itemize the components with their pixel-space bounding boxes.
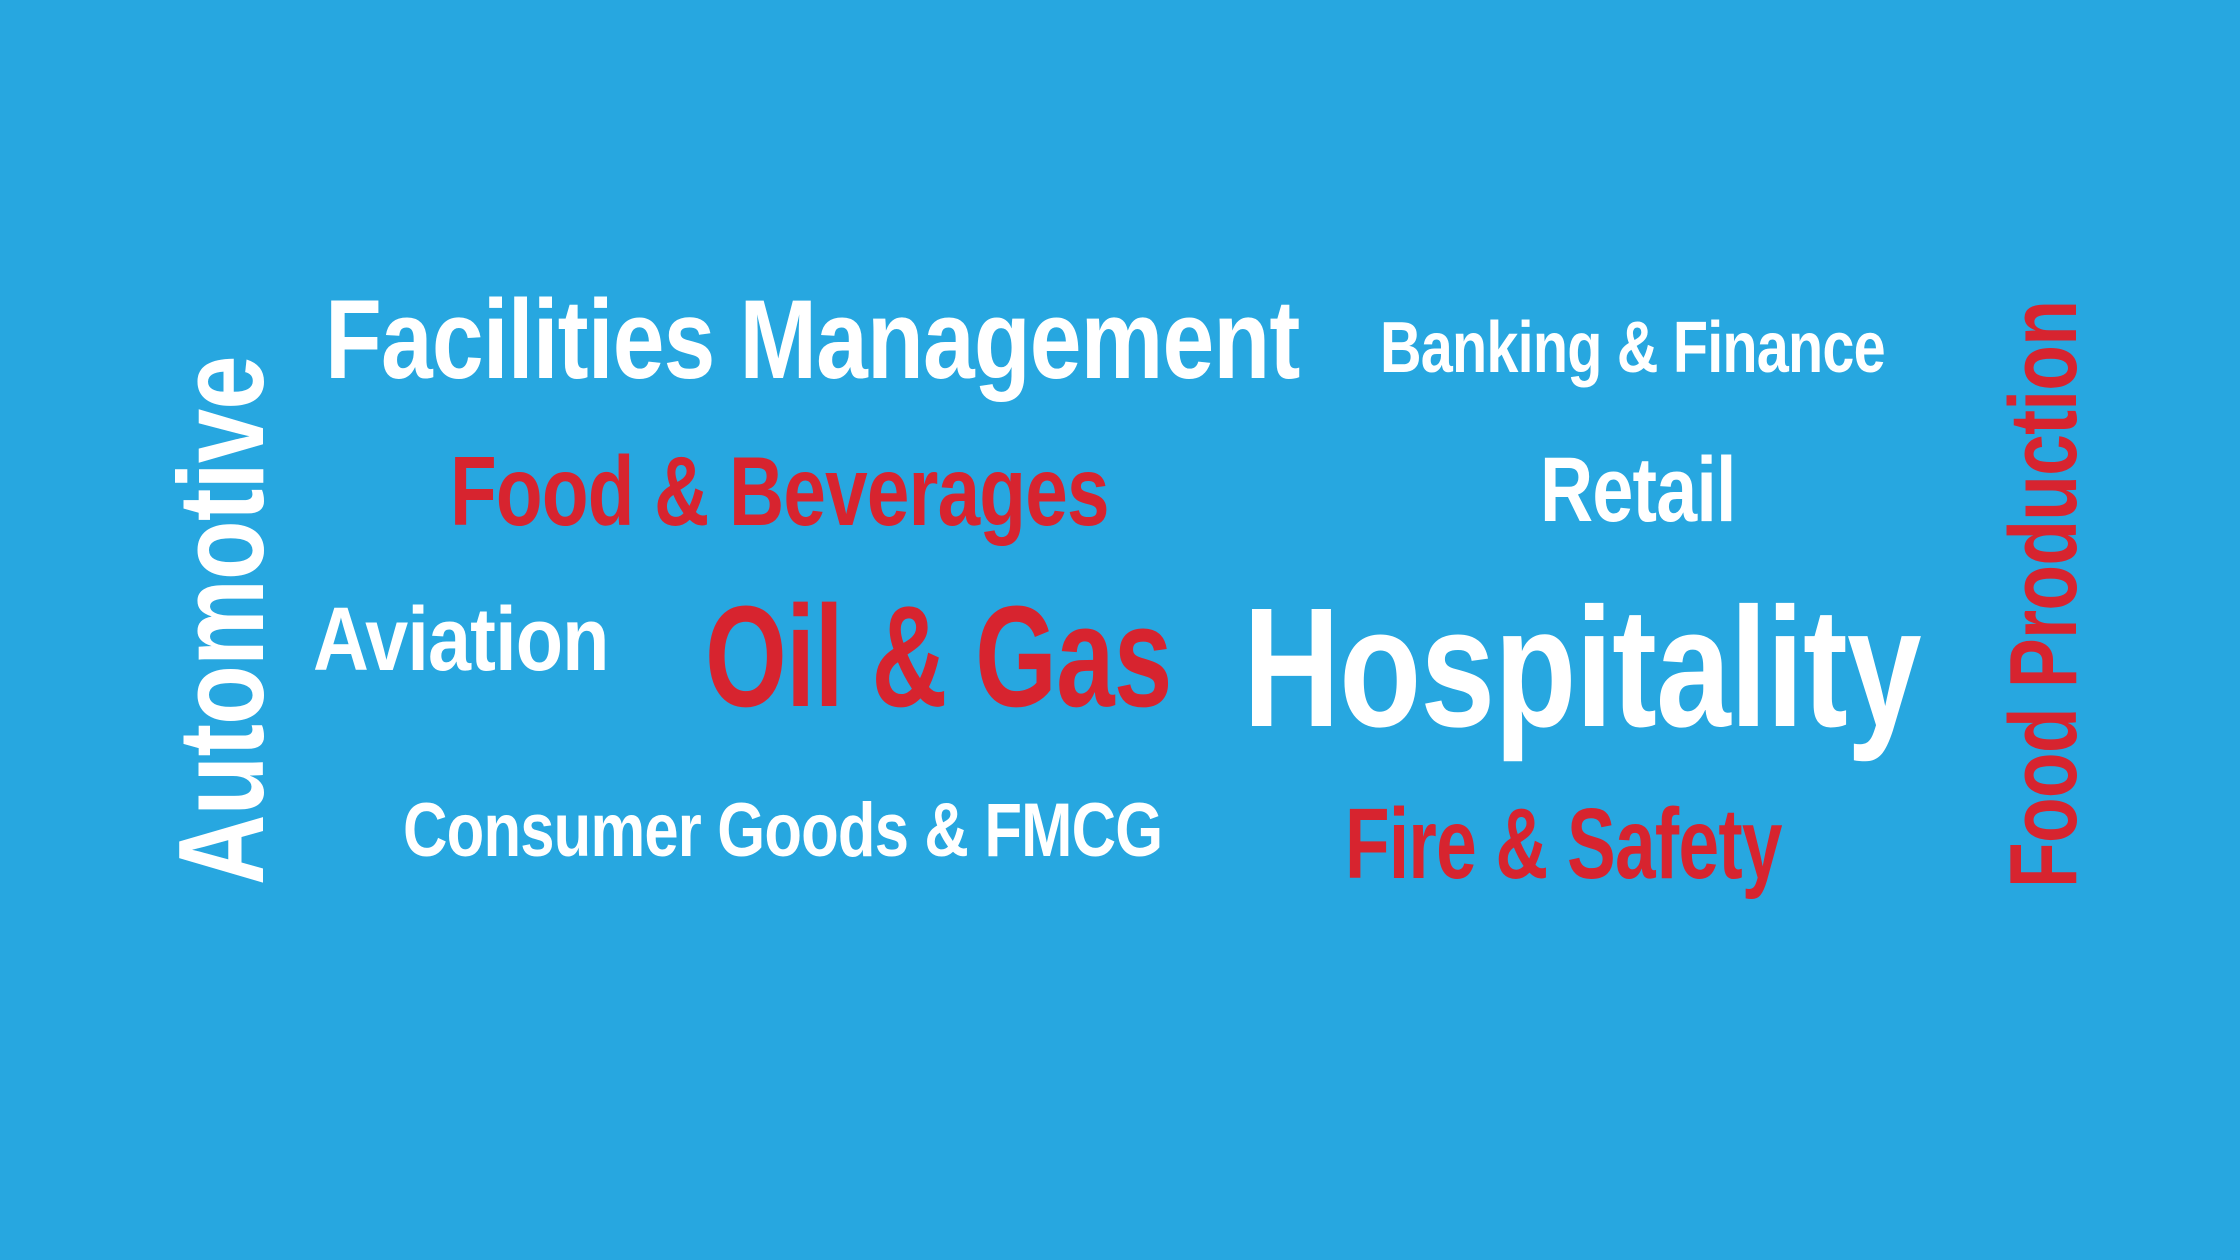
- word-food-beverages: Food & Beverages: [450, 436, 1109, 546]
- word-consumer-goods-fmcg: Consumer Goods & FMCG: [403, 788, 1163, 873]
- word-banking-finance: Banking & Finance: [1380, 308, 1886, 388]
- word-hospitality: Hospitality: [1243, 573, 1922, 763]
- word-fire-safety: Fire & Safety: [1345, 788, 1783, 900]
- word-aviation: Aviation: [313, 590, 609, 690]
- word-oil-gas: Oil & Gas: [705, 576, 1172, 737]
- word-food-production: Food Production: [1990, 300, 2097, 888]
- word-retail: Retail: [1540, 439, 1736, 541]
- word-automotive: Automotive: [153, 356, 289, 886]
- word-facilities-management: Facilities Management: [325, 277, 1300, 402]
